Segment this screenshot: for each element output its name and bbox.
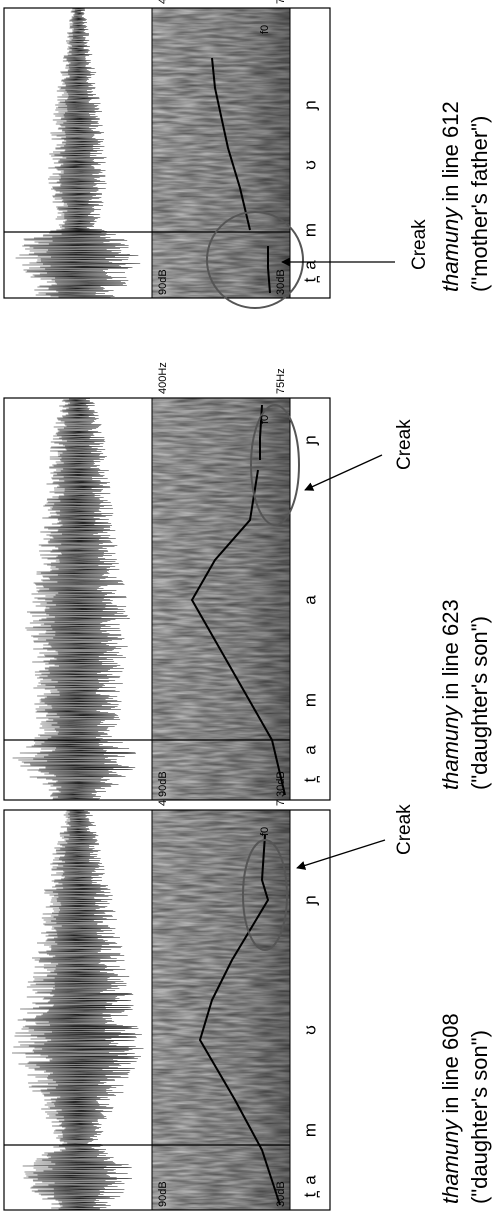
segment-label: a: [300, 745, 319, 755]
segment-label: m: [300, 693, 319, 707]
creak-label: Creak: [394, 804, 415, 855]
caption-word: thamuny: [438, 1118, 463, 1204]
caption: thamuny in line 623: [438, 599, 463, 790]
segment-label: t̪: [300, 1190, 319, 1198]
panel: 90dB30dB400Hz75Hzf0t̪amʊɲCreakthamunyin …: [3, 774, 492, 1211]
panel-frame: [3, 7, 331, 299]
segment-label: ɲ: [300, 100, 319, 110]
creak-arrow: [296, 839, 386, 870]
creak-ellipse: [242, 839, 288, 951]
db-top: 90dB: [157, 1181, 169, 1207]
gloss: ("daughter's son"): [467, 1030, 492, 1204]
segment-label: a: [300, 595, 319, 605]
caption: thamuny in line 612: [438, 101, 463, 292]
freq-top: 400Hz: [157, 362, 169, 394]
segment-label: ɲ: [300, 435, 319, 445]
f0-contour: [198, 834, 281, 1206]
segment-label: ʊ: [300, 160, 319, 170]
caption-word: thamuny: [438, 704, 463, 790]
segment-label: ʊ: [300, 1025, 319, 1035]
db-bottom: 30dB: [275, 269, 287, 295]
caption-rest: in line 612: [438, 101, 463, 201]
spectrogram-texture: [152, 810, 290, 1210]
freq-bottom: 75Hz: [275, 0, 287, 4]
f0-label: f0: [259, 827, 271, 836]
f0-contour: [267, 246, 271, 294]
creak-label: Creak: [394, 419, 415, 470]
caption-word: thamuny: [438, 206, 463, 292]
f0-label: f0: [259, 415, 271, 424]
segment-label: a: [300, 260, 319, 270]
segment-label: m: [300, 1123, 319, 1137]
creak-label: Creak: [409, 219, 430, 270]
freq-bottom: 75Hz: [275, 368, 287, 394]
freq-top: 400Hz: [157, 0, 169, 4]
f0-contour: [190, 469, 286, 796]
caption-rest: in line 623: [438, 599, 463, 699]
waveform: [12, 397, 136, 801]
f0-label: f0: [259, 25, 271, 34]
creak-arrow: [304, 454, 383, 491]
db-top: 90dB: [157, 771, 169, 797]
db-bottom: 30dB: [275, 1181, 287, 1207]
db-top: 90dB: [157, 269, 169, 295]
creak-ellipse: [250, 404, 300, 526]
segment-label: ɲ: [300, 895, 319, 905]
creak-ellipse: [206, 211, 304, 309]
spectrogram-texture: [152, 8, 290, 298]
panel: 90dB 30dB 400Hz 75Hz f0 t̪ a m a ɲ Creak thamuny in …: [3, 362, 492, 801]
segment-label: t̪: [300, 275, 319, 283]
gloss: ("daughter's son"): [467, 616, 492, 790]
panel-frame: [3, 397, 331, 801]
segment-label: a: [300, 1175, 319, 1185]
segment-label: m: [300, 223, 319, 237]
caption-rest: in line 608: [438, 1013, 463, 1113]
caption: thamuny in line 608: [438, 1013, 463, 1204]
panel: 90dB 30dB 400Hz 75Hz f0 t̪ a m ʊ ɲ Creak thamuny in …: [3, 0, 492, 309]
segment-label: t̪: [300, 775, 319, 783]
waveform: [11, 809, 144, 1211]
db-bottom: 30dB: [275, 771, 287, 797]
gloss: ("mother's father"): [467, 116, 492, 292]
waveform: [15, 7, 141, 299]
f0-contour: [211, 57, 251, 231]
panel-frame: [3, 809, 331, 1211]
